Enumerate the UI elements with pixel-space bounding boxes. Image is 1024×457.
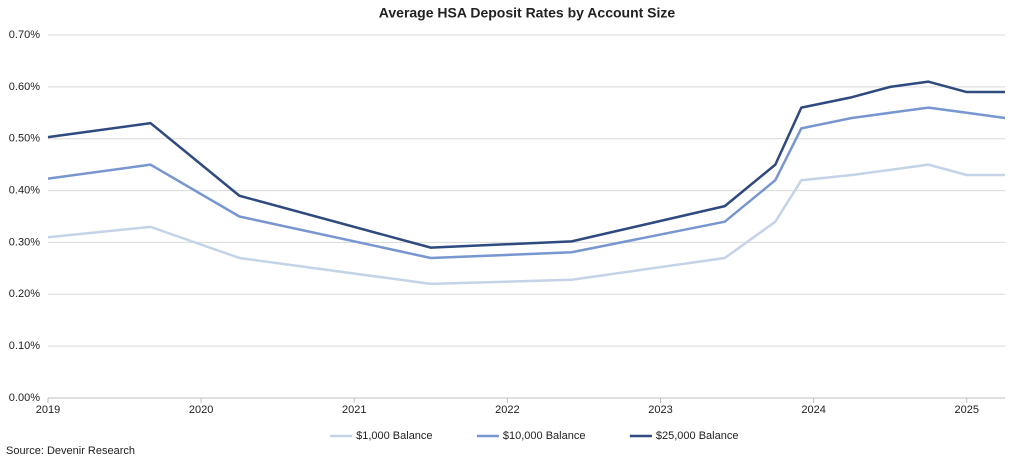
x-tick-label: 2020 (189, 404, 213, 416)
y-tick-label: 0.70% (9, 29, 40, 41)
y-tick-label: 0.00% (9, 392, 40, 404)
source-note: Source: Devenir Research (6, 445, 135, 457)
chart-title: Average HSA Deposit Rates by Account Siz… (379, 5, 676, 21)
legend-label: $10,000 Balance (503, 430, 586, 442)
x-tick-label: 2023 (648, 404, 672, 416)
y-tick-label: 0.10% (9, 340, 40, 352)
x-tick-label: 2022 (495, 404, 519, 416)
legend-label: $1,000 Balance (356, 430, 432, 442)
x-tick-label: 2021 (342, 404, 366, 416)
y-tick-label: 0.60% (9, 81, 40, 93)
y-tick-label: 0.30% (9, 236, 40, 248)
y-tick-label: 0.40% (9, 184, 40, 196)
y-tick-label: 0.50% (9, 133, 40, 145)
series-line (47, 80, 1005, 249)
series-line (47, 106, 1006, 260)
x-tick-label: 2024 (801, 404, 825, 416)
y-tick-label: 0.20% (9, 288, 40, 300)
legend-label: $25,000 Balance (656, 430, 739, 442)
x-tick-label: 2025 (954, 404, 978, 416)
x-tick-label: 2019 (36, 404, 60, 416)
series-line (47, 163, 1005, 286)
